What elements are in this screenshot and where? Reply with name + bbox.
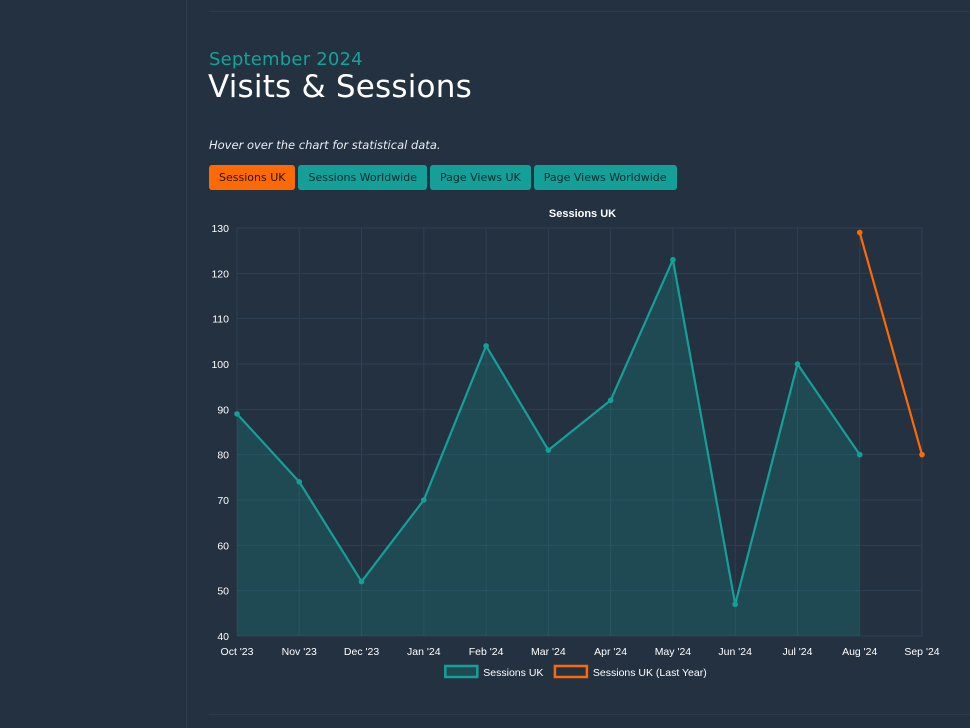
y-tick-label: 90 [217,404,229,416]
data-point [856,451,863,458]
data-point [794,361,801,367]
legend-label-1: Sessions UK (Last Year) [593,667,707,679]
x-tick-label: Sep '24 [904,646,939,658]
series-line-1 [858,232,924,455]
x-tick-label: May '24 [655,646,692,658]
x-tick-label: Nov '23 [282,646,317,658]
data-point [234,411,240,417]
sessions-worldwide-button[interactable]: Sessions Worldwide [298,165,427,190]
x-tick-label: Jan '24 [407,646,441,658]
sessions-line-chart[interactable]: Sessions UK 40 50 60 70 80 90 100 110 120 130 Oct '… [186,200,970,690]
data-point [856,229,863,236]
y-tick-label: 110 [212,314,229,326]
y-tick-label: 120 [211,268,229,280]
data-point [358,578,365,585]
data-point [545,447,552,453]
data-point [483,343,489,349]
page-title: Visits & Sessions [208,69,472,105]
y-tick-label: 100 [211,359,229,371]
y-tick-label: 80 [217,450,229,462]
x-tick-label: Jul '24 [782,646,812,658]
sidebar-divider [186,0,187,728]
x-tick-label: Oct '23 [221,646,254,658]
data-point [421,497,427,503]
y-tick-label: 60 [217,540,229,552]
chart-title: Sessions UK [549,208,616,220]
top-divider [209,11,970,12]
chart-hint: Hover over the chart for statistical dat… [209,138,441,152]
data-point [919,451,925,458]
y-tick-label: 130 [211,223,229,235]
x-tick-label: Mar '24 [531,646,566,658]
y-tick-label: 70 [217,495,229,507]
page-views-worldwide-button[interactable]: Page Views Worldwide [533,165,677,190]
legend-swatch-1 [553,664,589,679]
data-point [670,256,676,263]
x-tick-label: Aug '24 [842,646,877,658]
dataset-button-group: Sessions UK Sessions Worldwide Page View… [209,165,677,190]
page-subtitle: September 2024 [209,49,363,70]
data-point [296,479,303,485]
page-views-uk-button[interactable]: Page Views UK [430,165,531,190]
sessions-uk-button[interactable]: Sessions UK [209,165,296,190]
legend-label-0: Sessions UK [483,667,543,679]
x-tick-label: Apr '24 [594,646,627,658]
y-tick-label: 40 [217,631,229,643]
x-tick-label: Jun '24 [718,646,752,658]
x-tick-label: Feb '24 [469,646,504,658]
legend-swatch-0 [444,664,479,679]
data-point [732,601,738,608]
bottom-divider [209,714,970,715]
data-point [607,397,614,404]
y-tick-label: 50 [217,586,229,598]
x-tick-label: Dec '23 [344,646,379,658]
